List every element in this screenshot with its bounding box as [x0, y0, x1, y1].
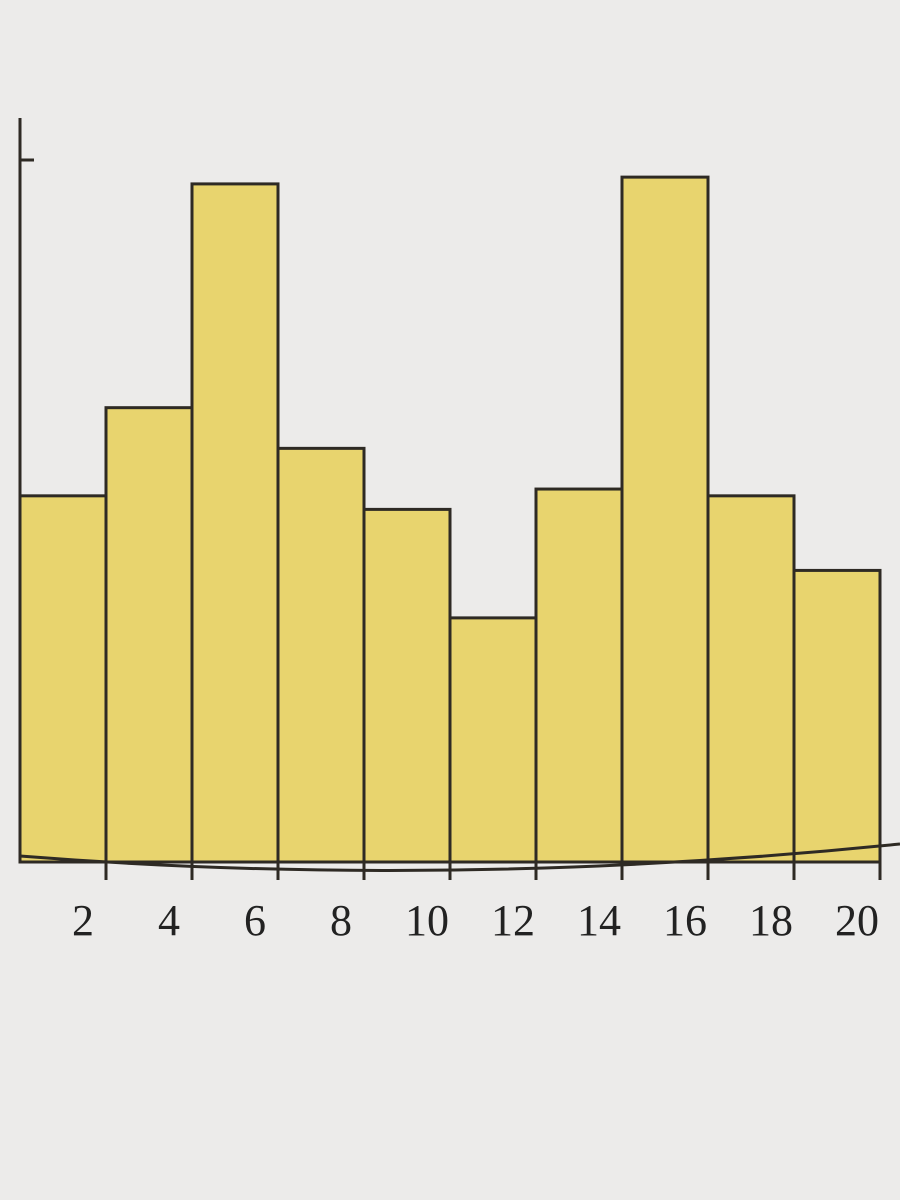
histogram-bar: [620, 175, 710, 864]
histogram-bar: [104, 406, 194, 864]
x-tick-label: 4: [158, 896, 180, 945]
x-ticks-group: [104, 862, 882, 880]
histogram-bar: [448, 616, 538, 864]
x-tick-label: 14: [577, 896, 621, 945]
x-tick-label: 6: [244, 896, 266, 945]
x-tick-label: 18: [749, 896, 793, 945]
x-tick-label: 16: [663, 896, 707, 945]
x-tick-label: 2: [72, 896, 94, 945]
histogram-bar: [190, 182, 280, 864]
histogram-bar: [18, 494, 108, 864]
histogram-bar: [276, 446, 366, 864]
x-tick-labels-group: 2 4 6 8 10 12 14 16 18 20: [72, 896, 879, 945]
histogram-bar: [534, 487, 624, 864]
histogram-bar: [792, 568, 882, 864]
x-tick-label: 8: [330, 896, 352, 945]
x-tick-label: 20: [835, 896, 879, 945]
x-tick-label: 10: [405, 896, 449, 945]
x-tick-label: 12: [491, 896, 535, 945]
histogram-bar: [706, 494, 796, 864]
bars-group: [18, 175, 882, 864]
x-axis-line: [19, 842, 900, 872]
histogram-bar: [362, 507, 452, 864]
